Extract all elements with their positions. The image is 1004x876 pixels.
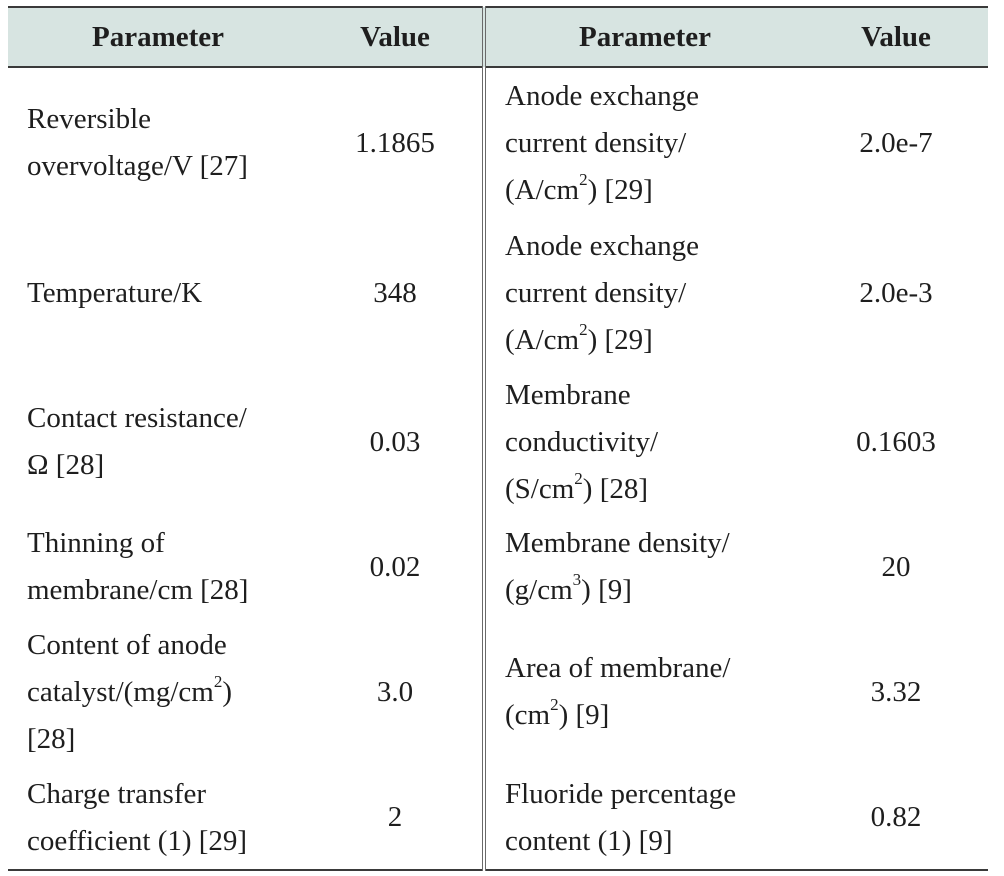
- value-cell-left: 1.1865: [308, 67, 486, 218]
- value-cell-right: 20: [881, 550, 911, 583]
- param-cell-left: Temperature/K: [27, 276, 203, 309]
- param-cell-right: Anode exchange current density/ (A/cm2) …: [505, 229, 700, 356]
- header-value-left: Value: [308, 6, 486, 68]
- header-parameter-right: Parameter: [484, 6, 804, 68]
- param-cell-left: Thinning of membrane/cm [28]: [27, 527, 249, 606]
- value-cell-right: 0.82: [804, 766, 988, 871]
- value-cell-left: 0.03: [308, 368, 486, 516]
- table-row: Content of anode catalyst/(mg/cm2) [28] …: [8, 618, 988, 766]
- value-cell-right: 2.0e-7: [859, 126, 933, 159]
- value-cell-left: 2: [308, 766, 486, 871]
- param-cell-left: Reversible overvoltage/V [27]: [27, 103, 248, 182]
- value-cell-left: 3.0: [308, 618, 486, 766]
- header-value-right: Value: [804, 6, 988, 68]
- table-row: Contact resistance/ Ω [28] 0.03 Membrane…: [8, 368, 988, 516]
- param-cell-right: Fluoride percentage content (1) [9]: [484, 766, 804, 871]
- value-cell-left: 0.02: [308, 516, 486, 618]
- param-cell-left: Contact resistance/ Ω [28]: [27, 402, 247, 481]
- header-parameter-left: Parameter: [8, 6, 308, 68]
- table-row: Reversible overvoltage/V [27] 1.1865 Ano…: [8, 67, 988, 218]
- table-row: Charge transfer coefficient (1) [29] 2 F…: [8, 766, 988, 871]
- param-cell-right: Membrane density/ (g/cm3) [9]: [505, 527, 730, 606]
- value-cell-right: 2.0e-3: [859, 276, 933, 309]
- parameter-table: Parameter Value Parameter Value Reversib…: [8, 6, 988, 871]
- param-cell-left: Charge transfer coefficient (1) [29]: [8, 766, 308, 871]
- param-cell-left: Content of anode catalyst/(mg/cm2) [28]: [27, 628, 233, 755]
- param-cell-right: Anode exchange current density/ (A/cm2) …: [505, 79, 700, 206]
- table-container: Parameter Value Parameter Value Reversib…: [8, 6, 988, 871]
- value-cell-right: 0.1603: [856, 425, 936, 458]
- value-cell-right: 3.32: [870, 675, 922, 708]
- param-cell-right: Membrane conductivity/ (S/cm2) [28]: [505, 378, 659, 505]
- table-header-row: Parameter Value Parameter Value: [8, 6, 988, 68]
- table-row: Temperature/K 348 Anode exchange current…: [8, 218, 988, 368]
- value-cell-left: 348: [308, 218, 486, 368]
- table-row: Thinning of membrane/cm [28] 0.02 Membra…: [8, 516, 988, 618]
- param-cell-right: Area of membrane/ (cm2) [9]: [505, 652, 731, 731]
